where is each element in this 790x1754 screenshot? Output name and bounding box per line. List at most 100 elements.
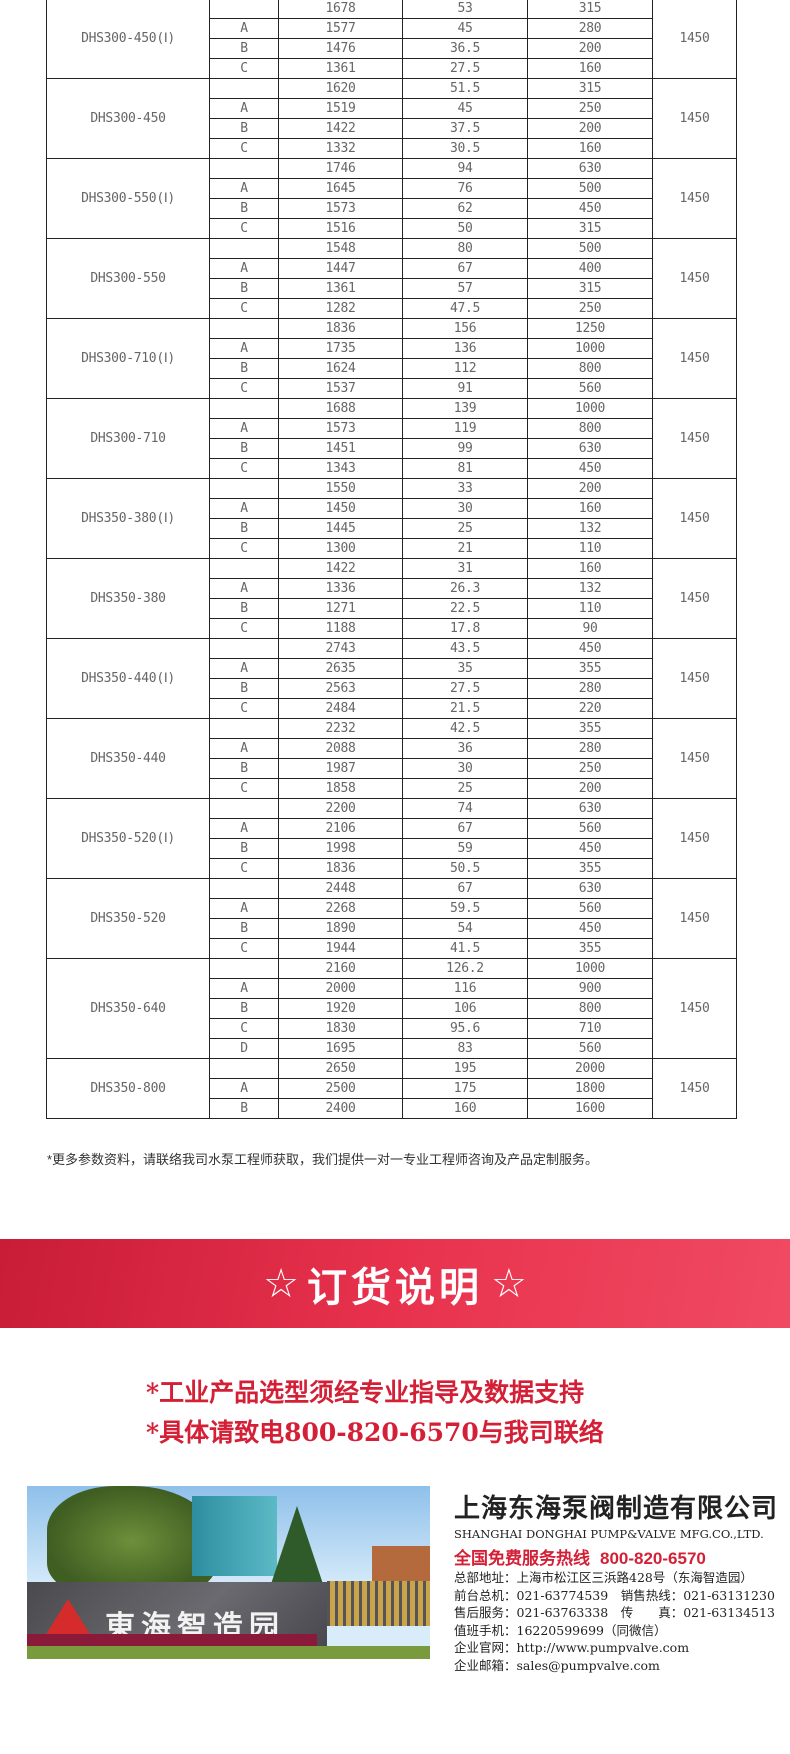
- power-cell: 315: [527, 78, 653, 99]
- flow-cell: 2000: [278, 978, 403, 999]
- impeller-suffix-cell: A: [209, 738, 279, 759]
- company-logo-icon: [43, 1599, 93, 1639]
- speed-cell: 1450: [652, 638, 737, 719]
- power-cell: 400: [527, 258, 653, 279]
- power-cell: 560: [527, 898, 653, 919]
- more-info-note: *更多参数资料，请联络我司水泵工程师获取，我们提供一对一专业工程师咨询及产品定制…: [47, 1152, 599, 1167]
- table-row: B 2563 27.5 280: [47, 678, 737, 699]
- head-cell: 126.2: [402, 958, 528, 979]
- model-cell: DHS350-800: [46, 1058, 210, 1119]
- flow-cell: 1422: [278, 558, 403, 579]
- impeller-suffix-cell: B: [209, 438, 279, 459]
- model-cell: DHS300-710(Ⅰ): [46, 318, 210, 399]
- flow-cell: 1336: [278, 578, 403, 599]
- flow-cell: 1573: [278, 418, 403, 439]
- head-cell: 81: [402, 458, 528, 479]
- hedge: [27, 1634, 317, 1649]
- flow-cell: 1450: [278, 498, 403, 519]
- impeller-suffix-cell: B: [209, 38, 279, 59]
- impeller-suffix-cell: B: [209, 1098, 279, 1119]
- head-cell: 27.5: [402, 678, 528, 699]
- model-cell: DHS350-380: [46, 558, 210, 639]
- power-cell: 280: [527, 18, 653, 39]
- impeller-suffix-cell: A: [209, 978, 279, 999]
- flow-cell: 1300: [278, 538, 403, 559]
- table-row: C 1836 50.5 355: [47, 858, 737, 879]
- gate: [327, 1581, 430, 1626]
- power-cell: 630: [527, 158, 653, 179]
- power-cell: 200: [527, 478, 653, 499]
- flow-cell: 2106: [278, 818, 403, 839]
- company-name-cn: 上海东海泵阀制造有限公司: [454, 1494, 779, 1524]
- impeller-suffix-cell: B: [209, 758, 279, 779]
- table-row: B 1451 99 630: [47, 438, 737, 459]
- table-row: C 1282 47.5 250: [47, 298, 737, 319]
- flow-cell: 1188: [278, 618, 403, 639]
- speed-cell: 1450: [652, 878, 737, 959]
- banner-title: 订货说明: [307, 1264, 483, 1311]
- power-cell: 450: [527, 198, 653, 219]
- power-cell: 1600: [527, 1098, 653, 1119]
- table-row: C 1944 41.5 355: [47, 938, 737, 959]
- flow-cell: 2635: [278, 658, 403, 679]
- star-icon: ☆: [491, 1261, 527, 1306]
- head-cell: 95.6: [402, 1018, 528, 1039]
- service-line: 售后服务：021-63763338 传 真：021-63134513: [454, 1605, 775, 1620]
- building: [192, 1496, 277, 1576]
- flow-cell: 1361: [278, 278, 403, 299]
- head-cell: 136: [402, 338, 528, 359]
- head-cell: 30: [402, 498, 528, 519]
- power-cell: 160: [527, 58, 653, 79]
- head-cell: 67: [402, 878, 528, 899]
- impeller-suffix-cell: [209, 398, 279, 419]
- head-cell: 116: [402, 978, 528, 999]
- head-cell: 76: [402, 178, 528, 199]
- head-cell: 50.5: [402, 858, 528, 879]
- table-row: DHS300-710 1688 139 1000 1450: [46, 398, 737, 479]
- impeller-suffix-cell: C: [209, 778, 279, 799]
- pump-spec-table: DHS300-450(Ⅰ) 1678 53 315 1450 A 1577 45 280 B 147…: [46, 0, 737, 1119]
- head-cell: 106: [402, 998, 528, 1019]
- flow-cell: 1678: [278, 0, 403, 19]
- pine-tree: [267, 1506, 327, 1596]
- flow-cell: 1332: [278, 138, 403, 159]
- power-cell: 280: [527, 678, 653, 699]
- impeller-suffix-cell: [209, 78, 279, 99]
- speed-cell: 1450: [652, 318, 737, 399]
- table-row: B 1920 106 800: [47, 998, 737, 1019]
- model-cell: DHS300-550(Ⅰ): [46, 158, 210, 239]
- email-link[interactable]: 企业邮箱：sales@pumpvalve.com: [454, 1657, 660, 1673]
- flow-cell: 1830: [278, 1018, 403, 1039]
- power-cell: 90: [527, 618, 653, 639]
- speed-cell: 1450: [652, 558, 737, 639]
- head-cell: 27.5: [402, 58, 528, 79]
- speed-cell: 1450: [652, 1058, 737, 1119]
- flow-cell: 1451: [278, 438, 403, 459]
- impeller-suffix-cell: B: [209, 518, 279, 539]
- impeller-suffix-cell: A: [209, 178, 279, 199]
- model-cell: DHS300-550: [46, 238, 210, 319]
- head-cell: 41.5: [402, 938, 528, 959]
- flow-cell: 1282: [278, 298, 403, 319]
- power-cell: 160: [527, 498, 653, 519]
- impeller-suffix-cell: B: [209, 838, 279, 859]
- table-row: DHS350-520(Ⅰ) 2200 74 630 1450: [46, 798, 737, 879]
- table-row: DHS300-710(Ⅰ) 1836 156 1250 1450: [46, 318, 737, 399]
- head-cell: 139: [402, 398, 528, 419]
- website-link[interactable]: 企业官网：http://www.pumpvalve.com: [454, 1640, 690, 1655]
- table-row: DHS350-640 2160 126.2 1000 1450: [46, 958, 737, 1059]
- flow-cell: 2500: [278, 1078, 403, 1099]
- power-cell: 200: [527, 118, 653, 139]
- head-cell: 175: [402, 1078, 528, 1099]
- head-cell: 36.5: [402, 38, 528, 59]
- impeller-suffix-cell: A: [209, 578, 279, 599]
- head-cell: 43.5: [402, 638, 528, 659]
- impeller-suffix-cell: B: [209, 598, 279, 619]
- power-cell: 900: [527, 978, 653, 999]
- power-cell: 160: [527, 558, 653, 579]
- model-cell: DHS350-440: [46, 718, 210, 799]
- table-row: A 2268 59.5 560: [47, 898, 737, 919]
- flow-cell: 2563: [278, 678, 403, 699]
- flow-cell: 1645: [278, 178, 403, 199]
- power-cell: 355: [527, 938, 653, 959]
